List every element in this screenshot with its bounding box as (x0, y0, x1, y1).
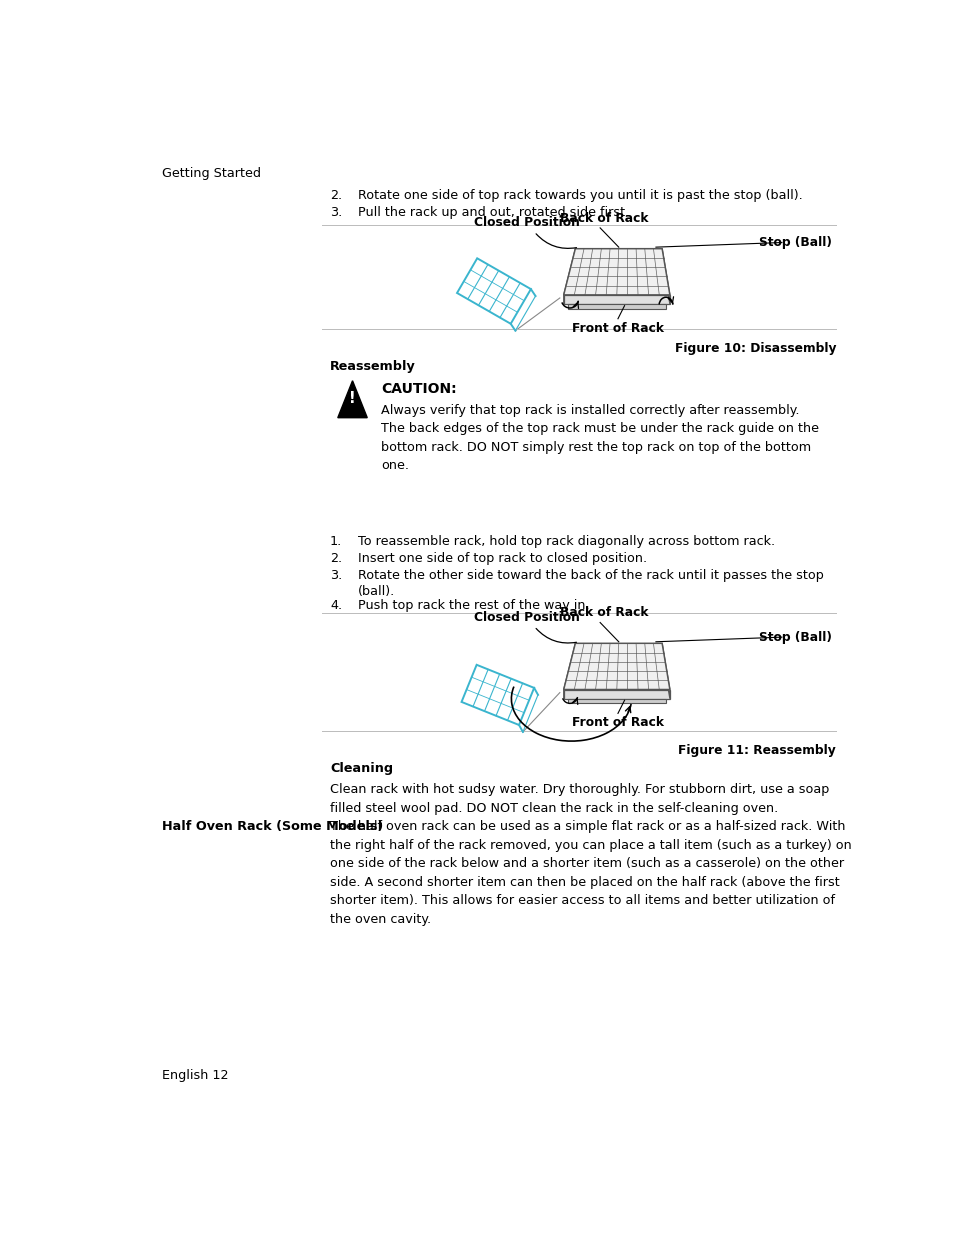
Polygon shape (456, 258, 530, 324)
Text: Stop (Ball): Stop (Ball) (759, 631, 831, 643)
Text: Stop (Ball): Stop (Ball) (759, 236, 831, 249)
Polygon shape (461, 664, 534, 725)
Text: Back of Rack: Back of Rack (559, 212, 648, 225)
Text: 2.: 2. (330, 552, 342, 564)
Text: 1.: 1. (330, 535, 342, 548)
Polygon shape (563, 295, 669, 304)
Polygon shape (567, 699, 665, 704)
Text: Push top rack the rest of the way in.: Push top rack the rest of the way in. (357, 599, 589, 613)
Text: 2.: 2. (330, 189, 342, 203)
Text: Getting Started: Getting Started (162, 168, 260, 180)
Text: Reassembly: Reassembly (330, 359, 416, 373)
Text: Always verify that top rack is installed correctly after reassembly.
The back ed: Always verify that top rack is installed… (381, 404, 819, 472)
Text: Clean rack with hot sudsy water. Dry thoroughly. For stubborn dirt, use a soap
f: Clean rack with hot sudsy water. Dry tho… (330, 783, 828, 815)
Text: Pull the rack up and out, rotated side first.: Pull the rack up and out, rotated side f… (357, 206, 629, 219)
Text: Rotate the other side toward the back of the rack until it passes the stop: Rotate the other side toward the back of… (357, 568, 823, 582)
Text: !: ! (349, 390, 355, 405)
Text: Figure 10: Disassembly: Figure 10: Disassembly (674, 342, 835, 356)
Text: To reassemble rack, hold top rack diagonally across bottom rack.: To reassemble rack, hold top rack diagon… (357, 535, 774, 548)
Text: 4.: 4. (330, 599, 342, 613)
Text: CAUTION:: CAUTION: (381, 383, 456, 396)
Polygon shape (661, 643, 669, 699)
Text: 3.: 3. (330, 568, 342, 582)
Polygon shape (661, 248, 669, 304)
Polygon shape (563, 643, 575, 699)
Polygon shape (563, 689, 669, 699)
Text: Insert one side of top rack to closed position.: Insert one side of top rack to closed po… (357, 552, 646, 564)
Text: 3.: 3. (330, 206, 342, 219)
Text: Front of Rack: Front of Rack (572, 322, 663, 335)
Polygon shape (563, 248, 575, 304)
Polygon shape (563, 248, 669, 295)
Text: Rotate one side of top rack towards you until it is past the stop (ball).: Rotate one side of top rack towards you … (357, 189, 801, 203)
Text: Figure 11: Reassembly: Figure 11: Reassembly (678, 745, 835, 757)
Text: Half Oven Rack (Some Models): Half Oven Rack (Some Models) (162, 820, 383, 834)
Text: The half oven rack can be used as a simple flat rack or as a half-sized rack. Wi: The half oven rack can be used as a simp… (330, 820, 851, 926)
Text: Back of Rack: Back of Rack (559, 606, 648, 620)
Polygon shape (337, 380, 367, 417)
Polygon shape (567, 304, 665, 309)
Polygon shape (563, 643, 669, 689)
Text: English 12: English 12 (162, 1070, 228, 1082)
Text: Front of Rack: Front of Rack (572, 716, 663, 730)
Text: Cleaning: Cleaning (330, 762, 393, 774)
Text: Closed Position: Closed Position (473, 611, 578, 624)
Text: Closed Position: Closed Position (473, 216, 578, 230)
Text: (ball).: (ball). (357, 585, 395, 598)
